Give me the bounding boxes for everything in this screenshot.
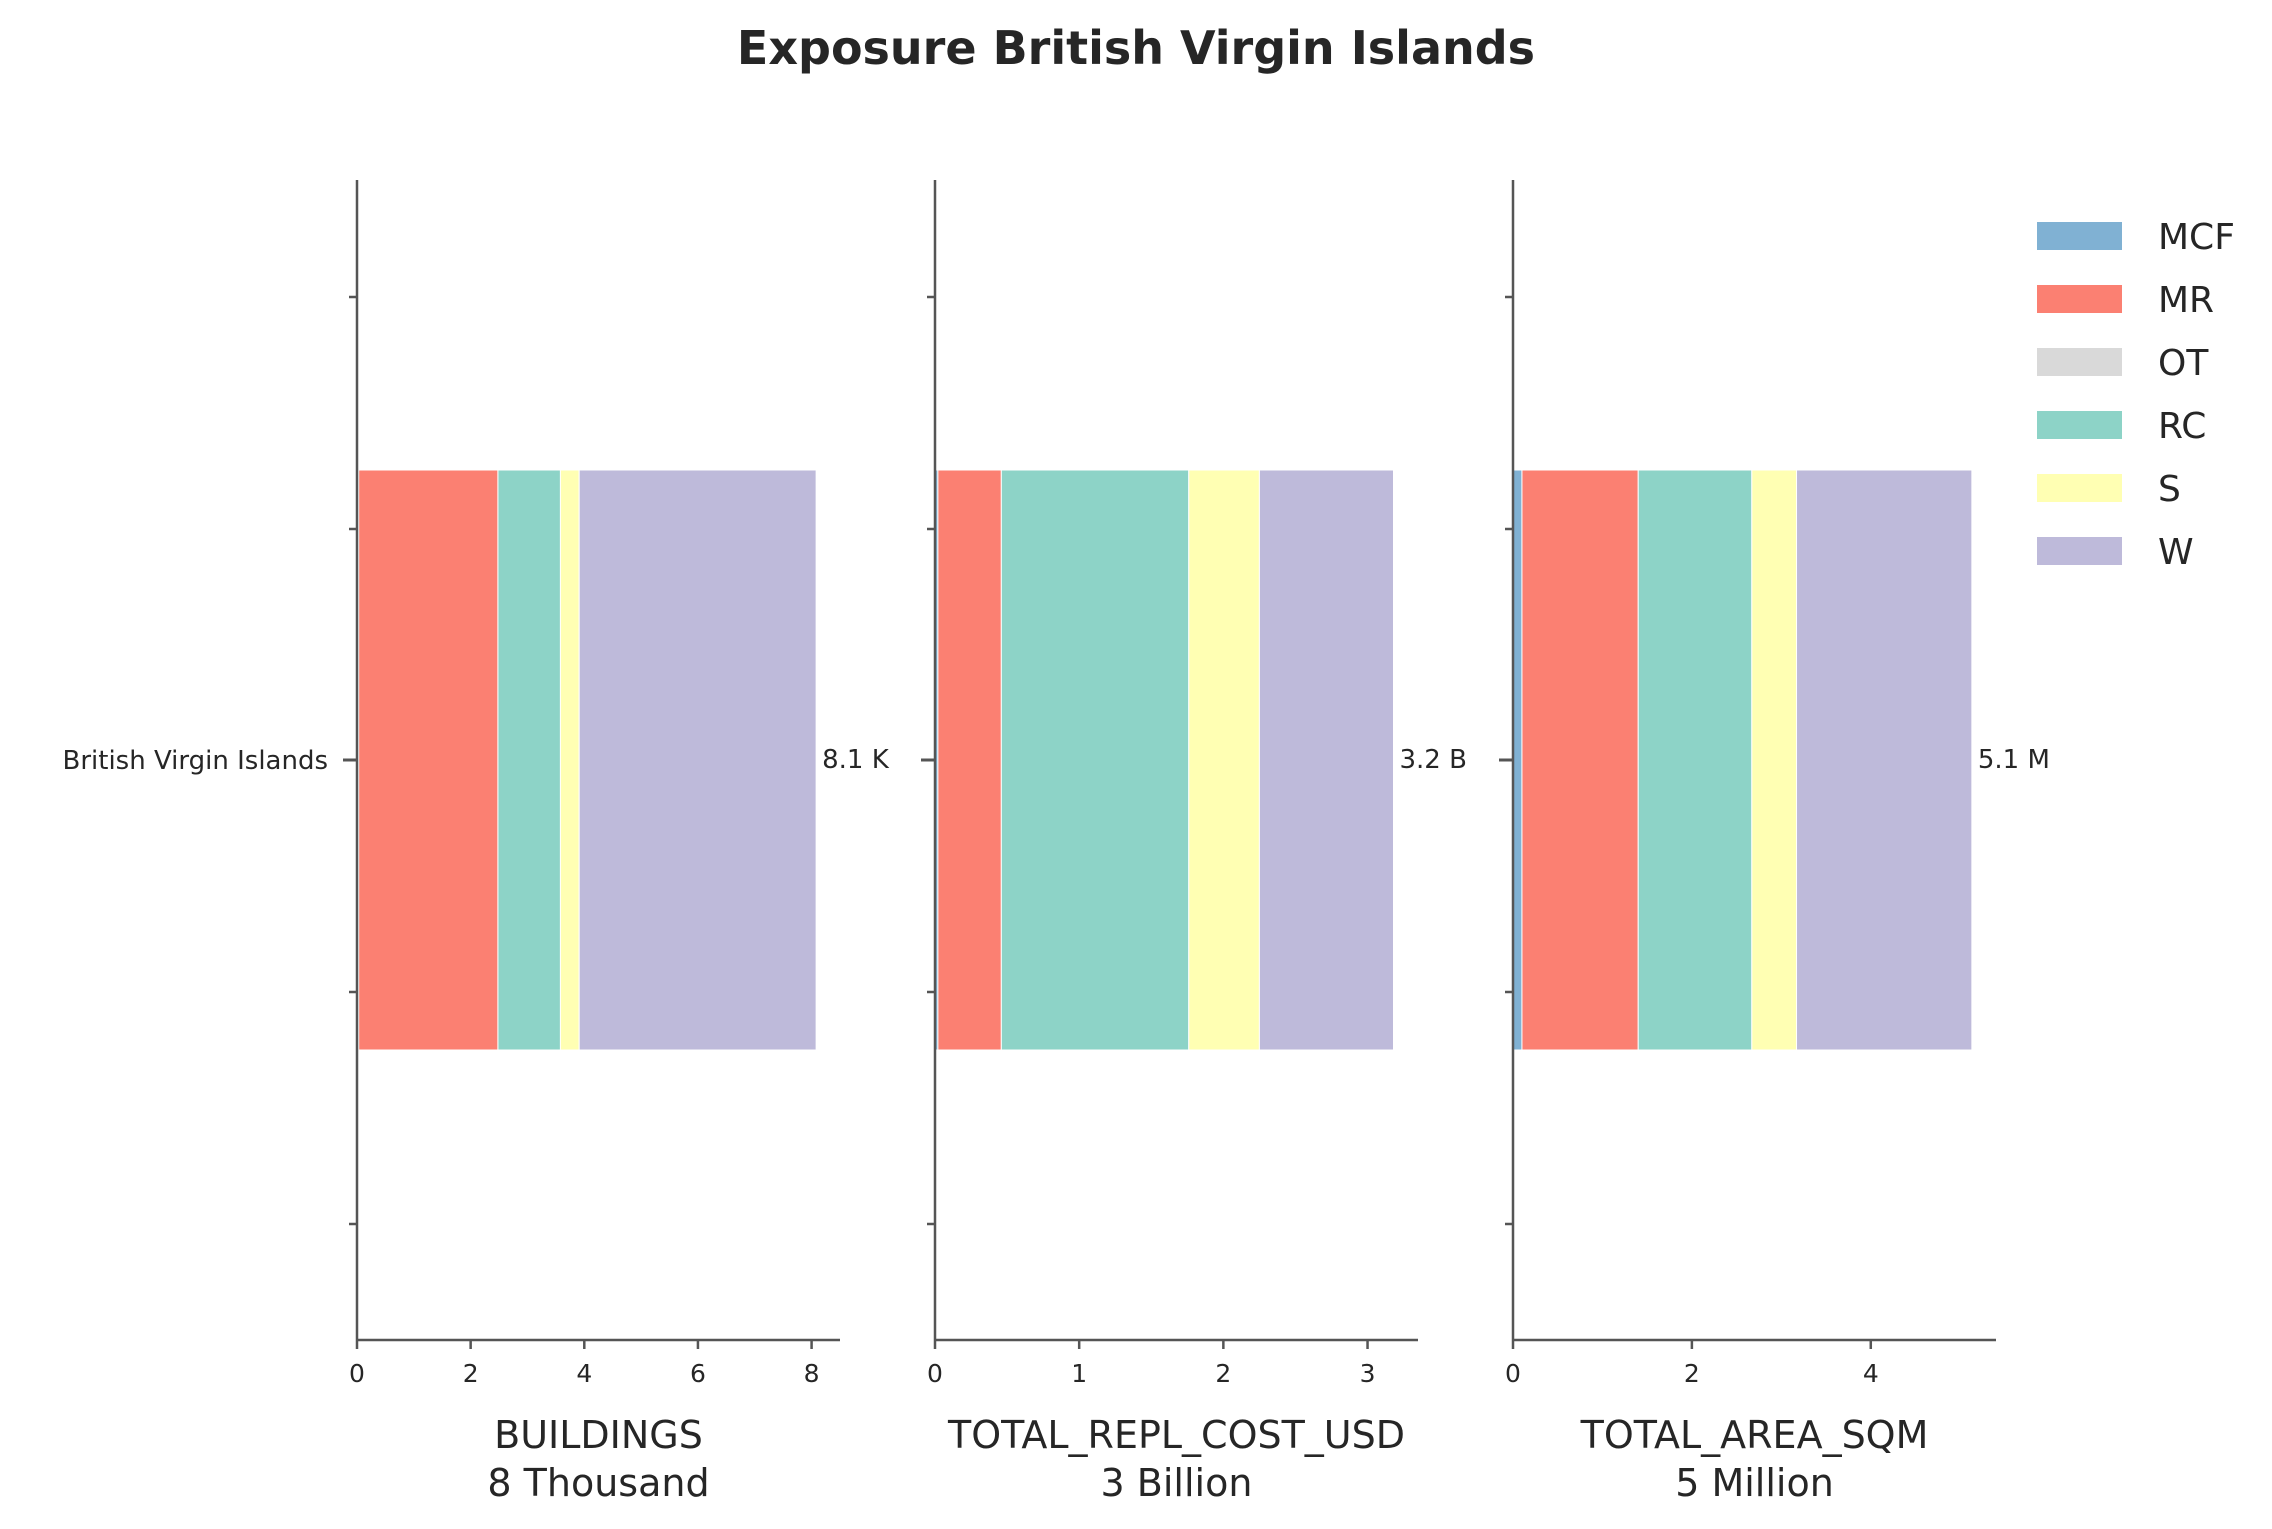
- x-tick-label: 6: [690, 1359, 706, 1388]
- x-tick-label: 2: [1684, 1359, 1700, 1388]
- legend-swatch-mcf: [2037, 222, 2122, 250]
- x-tick-label: 2: [1215, 1359, 1231, 1388]
- legend-swatch-rc: [2037, 411, 2122, 439]
- x-axis-unit-label: 8 Thousand: [487, 1461, 709, 1505]
- total-label: 3.2 B: [1399, 745, 1466, 775]
- legend-swatch-mr: [2037, 285, 2122, 313]
- total-label: 8.1 K: [822, 745, 890, 775]
- x-axis-unit-label: 3 Billion: [1101, 1461, 1253, 1505]
- bar-segment-s: [1188, 469, 1260, 1051]
- total-label: 5.1 M: [1978, 745, 2050, 775]
- bar-segment-s: [1751, 469, 1798, 1051]
- x-axis-label: TOTAL_AREA_SQM: [1580, 1413, 1929, 1457]
- x-tick-label: 4: [576, 1359, 592, 1388]
- bar-segment-w: [578, 469, 817, 1051]
- bar-segment-rc: [1637, 469, 1753, 1051]
- x-tick-label: 1: [1071, 1359, 1087, 1388]
- bar-segment-rc: [1000, 469, 1190, 1051]
- x-axis-label: BUILDINGS: [494, 1413, 703, 1457]
- legend-swatch-s: [2037, 474, 2122, 502]
- bar-segment-mr: [937, 469, 1002, 1051]
- category-label: British Virgin Islands: [63, 746, 329, 776]
- legend-label-w: W: [2158, 532, 2194, 573]
- legend-swatch-ot: [2037, 348, 2122, 376]
- bar-segment-s: [559, 469, 580, 1051]
- x-tick-label: 8: [804, 1359, 820, 1388]
- legend-label-s: S: [2158, 469, 2181, 510]
- legend-swatch-w: [2037, 537, 2122, 565]
- x-tick-label: 0: [349, 1359, 365, 1388]
- bar-segment-w: [1796, 469, 1973, 1051]
- x-tick-label: 2: [463, 1359, 479, 1388]
- bar-segment-w: [1258, 469, 1394, 1051]
- chart-title: Exposure British Virgin Islands: [737, 21, 1535, 75]
- x-tick-label: 4: [1863, 1359, 1879, 1388]
- bar-segment-rc: [497, 469, 561, 1051]
- legend: MCF MR OT RC SW: [2037, 217, 2235, 573]
- bar-segment-mcf: [1512, 469, 1523, 1051]
- legend-label-mcf: MCF: [2158, 217, 2235, 258]
- x-axis-unit-label: 5 Million: [1675, 1461, 1834, 1505]
- legend-label-ot: OT: [2158, 343, 2209, 384]
- bar-segment-mr: [358, 469, 499, 1051]
- x-axis-label: TOTAL_REPL_COST_USD: [947, 1413, 1405, 1457]
- legend-label-rc: RC: [2158, 406, 2206, 447]
- bar-segment-mr: [1521, 469, 1639, 1051]
- x-tick-label: 0: [927, 1359, 943, 1388]
- legend-label-mr: MR: [2158, 280, 2214, 321]
- x-tick-label: 3: [1360, 1359, 1376, 1388]
- x-tick-label: 0: [1505, 1359, 1521, 1388]
